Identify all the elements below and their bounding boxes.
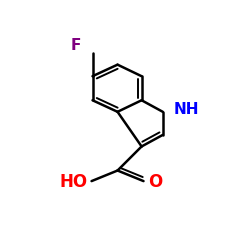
Text: HO: HO [60,173,88,191]
Text: NH: NH [173,102,199,118]
Text: O: O [148,173,162,191]
Text: F: F [71,38,81,53]
